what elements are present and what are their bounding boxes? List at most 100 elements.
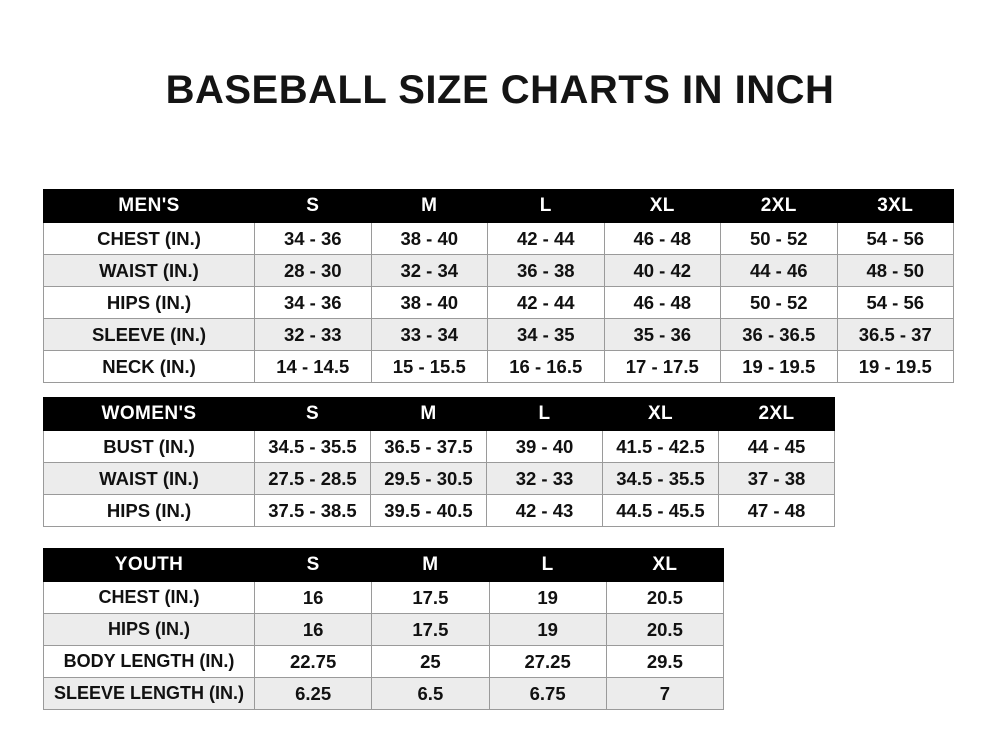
table-row: NECK (IN.) 14 - 14.5 15 - 15.5 16 - 16.5… <box>43 350 954 383</box>
cell-value: 17.5 <box>371 581 490 614</box>
cell-value: 34.5 - 35.5 <box>602 462 719 495</box>
cell-value: 38 - 40 <box>370 286 488 319</box>
table-row: HIPS (IN.) 37.5 - 38.5 39.5 - 40.5 42 - … <box>43 494 835 527</box>
cell-value: 19 <box>488 581 607 614</box>
womens-header-title: WOMEN'S <box>43 397 255 431</box>
cell-value: 32 - 33 <box>486 462 603 495</box>
table-row: SLEEVE LENGTH (IN.) 6.25 6.5 6.75 7 <box>43 677 725 710</box>
cell-value: 27.5 - 28.5 <box>254 462 371 495</box>
cell-value: 6.75 <box>488 677 607 710</box>
cell-value: 38 - 40 <box>370 222 488 255</box>
cell-value: 19 - 19.5 <box>720 350 838 383</box>
cell-value: 44 - 45 <box>718 430 835 463</box>
cell-value: 50 - 52 <box>720 222 838 255</box>
cell-value: 19 - 19.5 <box>836 350 954 383</box>
cell-value: 32 - 33 <box>254 318 372 351</box>
mens-header-l: L <box>487 189 605 223</box>
cell-value: 37 - 38 <box>718 462 835 495</box>
row-label: HIPS (IN.) <box>43 286 255 319</box>
mens-table-body: CHEST (IN.) 34 - 36 38 - 40 42 - 44 46 -… <box>43 222 954 383</box>
row-label: WAIST (IN.) <box>43 254 255 287</box>
cell-value: 34.5 - 35.5 <box>254 430 371 463</box>
youth-header-xl: XL <box>605 548 725 582</box>
mens-header-2xl: 2XL <box>720 189 838 223</box>
row-label: CHEST (IN.) <box>43 222 255 255</box>
table-row: CHEST (IN.) 34 - 36 38 - 40 42 - 44 46 -… <box>43 222 954 255</box>
table-row: SLEEVE (IN.) 32 - 33 33 - 34 34 - 35 35 … <box>43 318 954 351</box>
cell-value: 39 - 40 <box>486 430 603 463</box>
row-label: HIPS (IN.) <box>43 494 255 527</box>
womens-header-l: L <box>486 397 603 431</box>
cell-value: 41.5 - 42.5 <box>602 430 719 463</box>
mens-header-s: S <box>254 189 372 223</box>
womens-header-2xl: 2XL <box>718 397 835 431</box>
cell-value: 50 - 52 <box>720 286 838 319</box>
row-label: HIPS (IN.) <box>43 613 255 646</box>
table-row: BUST (IN.) 34.5 - 35.5 36.5 - 37.5 39 - … <box>43 430 835 463</box>
cell-value: 35 - 36 <box>603 318 721 351</box>
mens-header-row: MEN'S S M L XL 2XL 3XL <box>43 189 954 223</box>
womens-header-s: S <box>254 397 371 431</box>
cell-value: 19 <box>488 613 607 646</box>
mens-header-title: MEN'S <box>43 189 255 223</box>
cell-value: 39.5 - 40.5 <box>370 494 487 527</box>
youth-table-body: CHEST (IN.) 16 17.5 19 20.5 HIPS (IN.) 1… <box>43 581 725 710</box>
cell-value: 44.5 - 45.5 <box>602 494 719 527</box>
cell-value: 36 - 36.5 <box>720 318 838 351</box>
youth-header-l: L <box>488 548 607 582</box>
row-label: BODY LENGTH (IN.) <box>43 645 255 678</box>
cell-value: 22.75 <box>253 645 373 678</box>
cell-value: 33 - 34 <box>370 318 488 351</box>
womens-header-m: M <box>370 397 487 431</box>
cell-value: 29.5 - 30.5 <box>370 462 487 495</box>
cell-value: 34 - 36 <box>254 286 372 319</box>
cell-value: 28 - 30 <box>254 254 372 287</box>
mens-header-xl: XL <box>603 189 721 223</box>
cell-value: 47 - 48 <box>718 494 835 527</box>
cell-value: 6.5 <box>371 677 490 710</box>
womens-header-xl: XL <box>602 397 719 431</box>
table-row: CHEST (IN.) 16 17.5 19 20.5 <box>43 581 725 614</box>
cell-value: 16 <box>253 613 373 646</box>
cell-value: 37.5 - 38.5 <box>254 494 371 527</box>
table-row: BODY LENGTH (IN.) 22.75 25 27.25 29.5 <box>43 645 725 678</box>
row-label: WAIST (IN.) <box>43 462 255 495</box>
table-row: WAIST (IN.) 27.5 - 28.5 29.5 - 30.5 32 -… <box>43 462 835 495</box>
cell-value: 16 <box>253 581 373 614</box>
cell-value: 40 - 42 <box>603 254 721 287</box>
table-row: WAIST (IN.) 28 - 30 32 - 34 36 - 38 40 -… <box>43 254 954 287</box>
youth-header-row: YOUTH S M L XL <box>43 548 725 582</box>
cell-value: 46 - 48 <box>603 286 721 319</box>
cell-value: 42 - 44 <box>487 222 605 255</box>
cell-value: 48 - 50 <box>836 254 954 287</box>
cell-value: 36.5 - 37.5 <box>370 430 487 463</box>
mens-header-m: M <box>370 189 488 223</box>
row-label: SLEEVE LENGTH (IN.) <box>43 677 255 710</box>
cell-value: 46 - 48 <box>603 222 721 255</box>
cell-value: 14 - 14.5 <box>254 350 372 383</box>
page-title: BASEBALL SIZE CHARTS IN INCH <box>165 68 835 112</box>
cell-value: 54 - 56 <box>836 222 954 255</box>
cell-value: 17.5 <box>371 613 490 646</box>
youth-header-s: S <box>253 548 373 582</box>
cell-value: 44 - 46 <box>720 254 838 287</box>
cell-value: 27.25 <box>488 645 607 678</box>
mens-header-3xl: 3XL <box>836 189 954 223</box>
cell-value: 16 - 16.5 <box>487 350 605 383</box>
cell-value: 25 <box>371 645 490 678</box>
cell-value: 29.5 <box>605 645 725 678</box>
mens-table-head: MEN'S S M L XL 2XL 3XL <box>43 189 954 223</box>
cell-value: 6.25 <box>253 677 373 710</box>
cell-value: 7 <box>605 677 725 710</box>
cell-value: 36 - 38 <box>487 254 605 287</box>
youth-header-title: YOUTH <box>43 548 255 582</box>
youth-size-table: YOUTH S M L XL CHEST (IN.) 16 17.5 19 20… <box>43 548 725 710</box>
womens-table-head: WOMEN'S S M L XL 2XL <box>43 397 835 431</box>
youth-table-head: YOUTH S M L XL <box>43 548 725 582</box>
row-label: NECK (IN.) <box>43 350 255 383</box>
womens-table-body: BUST (IN.) 34.5 - 35.5 36.5 - 37.5 39 - … <box>43 430 835 527</box>
cell-value: 20.5 <box>605 581 725 614</box>
mens-size-table: MEN'S S M L XL 2XL 3XL CHEST (IN.) 34 - … <box>43 189 954 383</box>
womens-header-row: WOMEN'S S M L XL 2XL <box>43 397 835 431</box>
